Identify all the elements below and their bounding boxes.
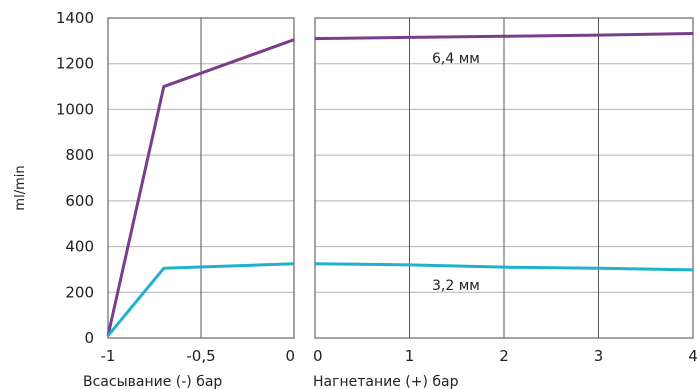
plot-frame-discharge <box>314 17 694 339</box>
x-axis-label-discharge: Нагнетание (+) бар <box>313 374 459 389</box>
series-3-2mm-line-suction <box>106 262 295 337</box>
y-tick-label: 0 <box>84 329 94 347</box>
series-label-6-4mm: 6,4 мм <box>432 51 480 67</box>
y-axis-label: ml/min <box>13 165 28 210</box>
y-tick-label: 600 <box>65 192 94 210</box>
x-tick-label-discharge: 4 <box>688 347 698 365</box>
x-tick-label-discharge: 1 <box>405 347 415 365</box>
series-label-3-2mm: 3,2 мм <box>432 278 480 294</box>
y-tick-label: 1400 <box>56 9 94 27</box>
series-6-4mm-line-discharge <box>314 32 694 41</box>
y-tick-label: 200 <box>65 283 94 301</box>
x-tick-label-discharge: 3 <box>594 347 604 365</box>
x-axis-label-suction: Всасывание (-) бар <box>83 374 222 389</box>
plot-frame-suction <box>107 17 295 339</box>
y-tick-label: 400 <box>65 238 94 256</box>
y-tick-label: 1000 <box>56 100 94 118</box>
series-6-4mm-line-suction <box>106 38 295 337</box>
discharge-panel: 0 1 2 3 4 <box>313 17 698 365</box>
x-tick-label-suction: -1 <box>101 347 116 365</box>
y-tick-label: 800 <box>65 146 94 164</box>
series-3-2mm-line-discharge <box>314 262 694 272</box>
x-tick-label-suction: 0 <box>285 347 295 365</box>
x-tick-label-discharge: 2 <box>499 347 509 365</box>
x-tick-label-suction: -0,5 <box>186 347 215 365</box>
suction-panel: -1 -0,5 0 0 200 400 600 800 1000 1200 1400 <box>56 9 295 365</box>
y-tick-label: 1200 <box>56 55 94 73</box>
x-tick-label-discharge: 0 <box>313 347 323 365</box>
